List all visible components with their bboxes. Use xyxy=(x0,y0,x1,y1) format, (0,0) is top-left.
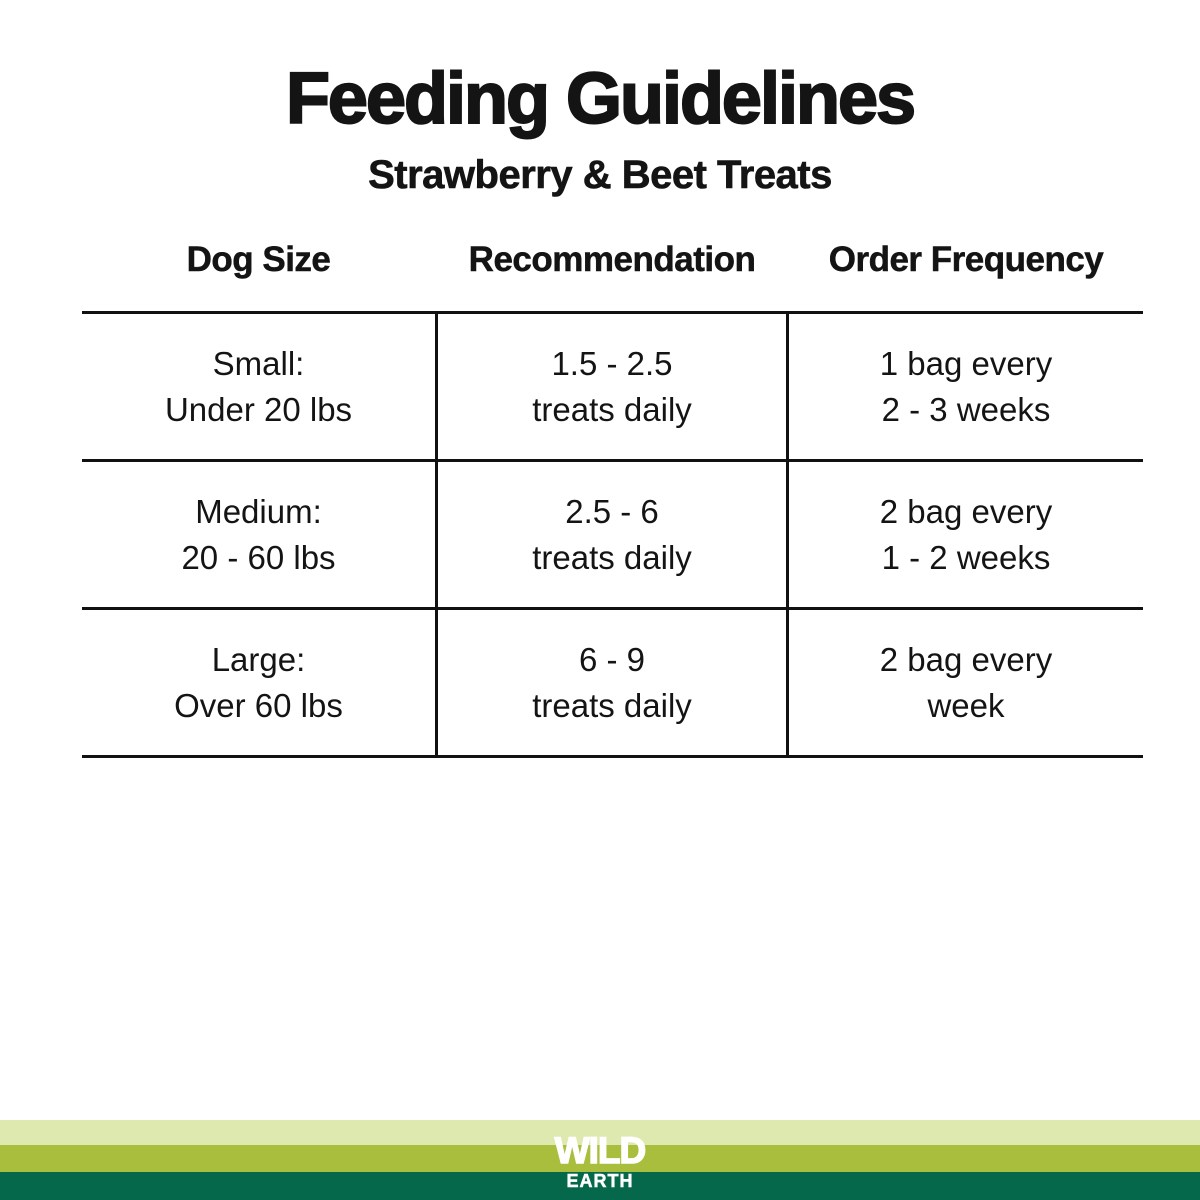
cell-line: 2.5 - 6 xyxy=(565,492,659,530)
cell-line: Under 20 lbs xyxy=(164,390,353,428)
cell-line: 20 - 60 lbs xyxy=(181,538,336,576)
cell-line: 1.5 - 2.5 xyxy=(551,344,673,382)
cell-line: 1 bag every xyxy=(879,344,1053,382)
cell-medium-frequency: 2 bag every 1 - 2 weeks xyxy=(789,462,1143,607)
cell-line: 6 - 9 xyxy=(578,640,646,678)
table-row-small: Small: Under 20 lbs 1.5 - 2.5 treats dai… xyxy=(82,314,1143,462)
table-row-medium: Medium: 20 - 60 lbs 2.5 - 6 treats daily… xyxy=(82,462,1143,610)
cell-line: Over 60 lbs xyxy=(174,686,343,724)
column-header-order-frequency: Order Frequency xyxy=(828,240,1104,280)
cell-medium-size: Medium: 20 - 60 lbs xyxy=(82,462,435,607)
page-subtitle: Strawberry & Beet Treats xyxy=(368,153,833,198)
cell-small-size: Small: Under 20 lbs xyxy=(82,314,435,459)
footer-band-light-green xyxy=(0,1120,1200,1145)
footer-band-dark-green xyxy=(0,1172,1200,1200)
cell-small-recommendation: 1.5 - 2.5 treats daily xyxy=(435,314,789,459)
cell-line: treats daily xyxy=(532,686,692,724)
cell-line: treats daily xyxy=(532,390,692,428)
page-title: Feeding Guidelines xyxy=(285,58,917,140)
feeding-guidelines-table: Dog Size Recommendation Order Frequency … xyxy=(82,240,1143,758)
table-header-row: Dog Size Recommendation Order Frequency xyxy=(82,240,1143,311)
cell-small-frequency: 1 bag every 2 - 3 weeks xyxy=(789,314,1143,459)
cell-line: 2 bag every xyxy=(879,640,1053,678)
cell-medium-recommendation: 2.5 - 6 treats daily xyxy=(435,462,789,607)
cell-line: 2 bag every xyxy=(879,492,1053,530)
wild-earth-logo: WILD EARTH xyxy=(0,1130,1200,1191)
cell-line: Large: xyxy=(211,640,306,678)
cell-line: treats daily xyxy=(532,538,692,576)
cell-line: week xyxy=(927,686,1005,724)
cell-line: 1 - 2 weeks xyxy=(881,538,1051,576)
cell-large-frequency: 2 bag every week xyxy=(789,610,1143,755)
cell-line: 2 - 3 weeks xyxy=(881,390,1051,428)
cell-large-size: Large: Over 60 lbs xyxy=(82,610,435,755)
cell-large-recommendation: 6 - 9 treats daily xyxy=(435,610,789,755)
brand-name-wild: WILD xyxy=(554,1130,647,1171)
brand-name-earth: EARTH xyxy=(566,1171,634,1191)
table-body: Small: Under 20 lbs 1.5 - 2.5 treats dai… xyxy=(82,311,1143,758)
table-row-large: Large: Over 60 lbs 6 - 9 treats daily 2 … xyxy=(82,610,1143,755)
cell-line: Medium: xyxy=(195,492,322,530)
column-header-dog-size: Dog Size xyxy=(186,240,331,280)
cell-line: Small: xyxy=(212,344,305,382)
footer-band-medium-green xyxy=(0,1145,1200,1172)
column-header-recommendation: Recommendation xyxy=(468,240,756,280)
